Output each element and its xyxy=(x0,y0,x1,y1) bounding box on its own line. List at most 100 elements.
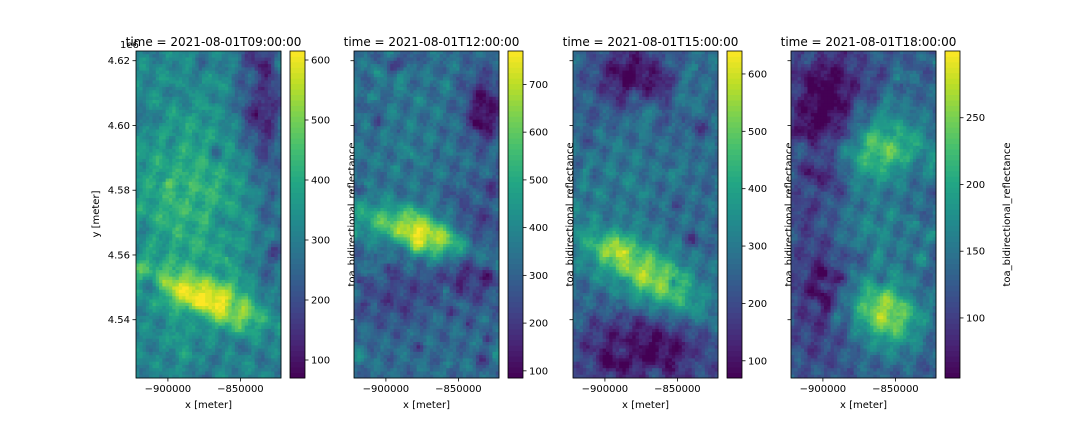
heatmap-cell xyxy=(218,152,223,157)
heatmap-cell xyxy=(159,165,163,170)
heatmap-cell xyxy=(172,266,176,271)
heatmap-cell xyxy=(251,188,256,193)
heatmap-cell xyxy=(224,90,229,94)
heatmap-cell xyxy=(479,70,483,75)
heatmap-cell xyxy=(198,158,203,163)
heatmap-cell xyxy=(185,51,190,55)
heatmap-cell xyxy=(264,237,269,242)
heatmap-cell xyxy=(267,355,272,359)
heatmap-cell xyxy=(267,227,272,232)
heatmap-cell xyxy=(248,338,252,343)
heatmap-cell xyxy=(231,83,236,88)
heatmap-cell xyxy=(267,93,272,98)
colorbar-segment xyxy=(290,160,305,166)
heatmap-cell xyxy=(221,198,226,202)
heatmap-cell xyxy=(139,198,143,202)
heatmap-cell xyxy=(152,332,157,336)
heatmap-cell xyxy=(136,109,140,114)
heatmap-cell xyxy=(139,126,143,130)
heatmap-cell xyxy=(234,250,239,255)
heatmap-cell xyxy=(142,289,147,294)
heatmap-cell xyxy=(261,227,265,232)
heatmap-cell xyxy=(241,309,246,313)
heatmap-cell xyxy=(234,139,239,143)
heatmap-cell xyxy=(238,230,242,235)
heatmap-cell xyxy=(195,361,200,366)
heatmap-cell xyxy=(201,113,206,117)
heatmap-cell xyxy=(274,289,279,294)
heatmap-cell xyxy=(218,283,223,287)
heatmap-cell xyxy=(241,315,246,320)
heatmap-cell xyxy=(198,64,203,68)
heatmap-cell xyxy=(142,126,147,130)
heatmap-cell xyxy=(162,243,167,248)
heatmap-cell xyxy=(159,273,163,278)
heatmap-cell xyxy=(178,234,183,238)
heatmap-cell xyxy=(136,237,140,242)
heatmap-cell xyxy=(165,368,170,372)
heatmap-cell xyxy=(211,292,216,297)
heatmap-cell xyxy=(254,158,259,163)
heatmap-cell xyxy=(165,211,170,215)
heatmap-cell xyxy=(274,348,279,353)
heatmap-cell xyxy=(185,168,190,173)
heatmap-cell xyxy=(149,83,153,88)
heatmap-cell xyxy=(211,283,216,287)
heatmap-cell xyxy=(244,306,249,310)
heatmap-cell xyxy=(238,286,242,291)
heatmap-cell xyxy=(192,214,196,219)
heatmap-cell xyxy=(410,54,414,58)
heatmap-cell xyxy=(172,299,176,304)
heatmap-cell xyxy=(234,348,239,353)
heatmap-cell xyxy=(175,221,180,225)
heatmap-cell xyxy=(248,263,252,268)
heatmap-cell xyxy=(234,335,239,340)
heatmap-cell xyxy=(459,83,464,88)
heatmap-cell xyxy=(215,80,219,85)
heatmap-cell xyxy=(423,54,427,58)
heatmap-cell xyxy=(244,116,249,121)
heatmap-cell xyxy=(264,165,269,170)
heatmap-cell xyxy=(185,250,190,255)
heatmap-cell xyxy=(238,243,242,248)
heatmap-cell xyxy=(215,165,219,170)
heatmap-cell xyxy=(254,185,259,189)
colorbar-segment xyxy=(290,198,305,204)
heatmap-cell xyxy=(201,86,206,91)
heatmap-cell xyxy=(205,204,209,209)
heatmap-cell xyxy=(459,60,464,65)
heatmap-cell xyxy=(271,227,275,232)
heatmap-cell xyxy=(211,214,216,219)
colorbar-segment xyxy=(290,247,305,254)
heatmap-cell xyxy=(244,100,249,104)
heatmap-cell xyxy=(188,211,193,215)
heatmap-cell xyxy=(175,109,180,114)
heatmap-cell xyxy=(254,106,259,111)
heatmap-cell xyxy=(274,132,279,137)
heatmap-cell xyxy=(221,260,226,264)
heatmap-cell xyxy=(145,145,150,150)
heatmap-cell xyxy=(188,158,193,163)
heatmap-cell xyxy=(215,338,219,343)
heatmap-cell xyxy=(208,181,213,186)
heatmap-cell xyxy=(172,332,176,336)
colorbar-segment xyxy=(290,290,305,297)
heatmap-cell xyxy=(267,358,272,363)
heatmap-cell xyxy=(218,168,223,173)
heatmap-cell xyxy=(228,250,232,255)
heatmap-cell xyxy=(139,302,143,307)
heatmap-cell xyxy=(215,90,219,94)
heatmap-cell xyxy=(165,260,170,264)
heatmap-cell xyxy=(221,279,226,284)
heatmap-cell xyxy=(159,207,163,212)
heatmap-cell xyxy=(198,217,203,222)
heatmap-cell xyxy=(238,181,242,186)
heatmap-cell xyxy=(168,109,173,114)
heatmap-cell xyxy=(201,234,206,238)
heatmap-cell xyxy=(139,77,143,81)
heatmap-cell xyxy=(221,328,226,333)
heatmap-cell xyxy=(228,224,232,228)
heatmap-cell xyxy=(251,332,256,336)
heatmap-cell xyxy=(274,374,279,379)
heatmap-cell xyxy=(261,191,265,196)
